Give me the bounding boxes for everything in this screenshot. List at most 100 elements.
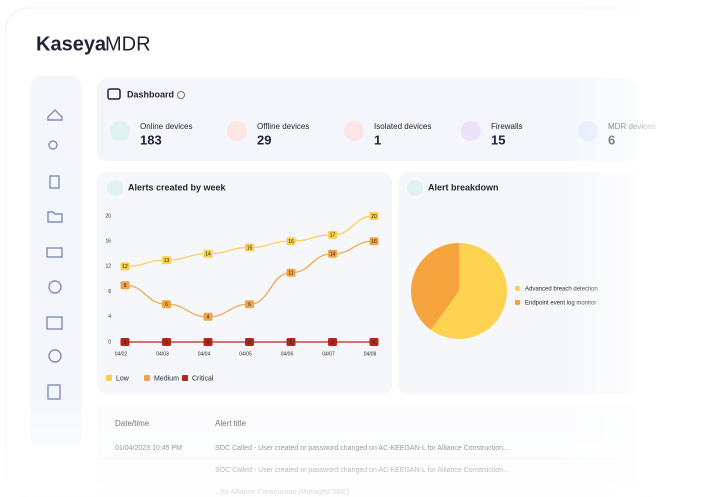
point-label: 0	[290, 340, 293, 346]
y-tick-label: 8	[108, 289, 111, 295]
point-label: 20	[371, 214, 377, 220]
point	[286, 237, 296, 246]
legend-label: Low	[116, 375, 130, 382]
point	[286, 268, 296, 277]
dashboard-title: Dashboard	[127, 89, 174, 99]
point-label: 0	[165, 340, 168, 346]
point	[120, 281, 130, 290]
point	[369, 237, 379, 246]
legend-swatch	[106, 375, 112, 381]
legend-swatch	[182, 375, 188, 381]
home-icon[interactable]	[47, 109, 63, 121]
point-label: 17	[330, 233, 336, 239]
point	[120, 338, 130, 346]
point	[203, 249, 213, 258]
point-label: 16	[371, 239, 377, 245]
y-tick-label: 20	[105, 213, 111, 219]
pie-slice	[411, 243, 459, 330]
point	[203, 312, 213, 321]
stat-icon	[227, 121, 247, 141]
stat-icon	[110, 121, 130, 141]
legend-label: Advanced breach detection	[525, 287, 598, 293]
point	[245, 338, 254, 346]
card-icon	[407, 180, 423, 196]
clock-icon[interactable]	[48, 280, 62, 294]
legend-swatch	[515, 286, 520, 291]
point-label: 11	[288, 271, 293, 277]
stat-value: 183	[140, 132, 162, 147]
point	[120, 262, 130, 271]
building-icon[interactable]	[47, 384, 61, 400]
column-header: Alert title	[215, 419, 247, 428]
stats-card	[97, 78, 637, 161]
point-label: 4	[207, 315, 210, 321]
stat-label: Offline devices	[257, 122, 309, 131]
legend-label: Medium	[154, 375, 179, 382]
x-tick-label: 04/05	[239, 351, 252, 357]
point-label: 0	[248, 340, 251, 346]
table-cell: ...for Alliance Construction (Managed SO…	[215, 489, 349, 496]
y-tick-label: 12	[105, 264, 111, 270]
x-tick-label: 04/02	[115, 351, 128, 357]
point	[245, 300, 254, 309]
x-tick-label: 04/06	[281, 351, 294, 357]
point	[245, 243, 254, 252]
logo-light: MDR	[105, 33, 151, 55]
chart-icon[interactable]	[48, 349, 62, 363]
legend-label: Endpoint event log monitor	[525, 301, 596, 307]
point-label: 6	[248, 302, 251, 308]
point	[286, 338, 296, 346]
point	[328, 230, 337, 239]
point-label: 0	[331, 340, 334, 346]
folder-icon[interactable]	[47, 211, 63, 223]
x-tick-label: 04/03	[156, 351, 169, 357]
y-tick-label: 16	[105, 239, 111, 245]
sidebar-icons	[46, 109, 63, 400]
stat-icon	[461, 121, 481, 141]
point-label: 0	[124, 340, 127, 346]
point-label: 0	[207, 340, 210, 346]
sidebar	[30, 76, 82, 446]
legend-swatch	[144, 375, 150, 381]
point	[369, 338, 379, 346]
table-cell: SOC Called - User created or password ch…	[215, 445, 509, 452]
table-cell: 01/04/2023 10:45 PM	[115, 445, 182, 452]
card-icon	[107, 180, 123, 196]
stat-icon	[578, 121, 598, 141]
point-label: 16	[288, 239, 294, 245]
stat-label: Isolated devices	[374, 122, 431, 131]
device-icon[interactable]	[46, 247, 63, 258]
logo-bold: Kaseya	[36, 33, 107, 55]
point	[162, 300, 171, 309]
stat-label: Firewalls	[491, 122, 523, 131]
x-tick-label: 04/07	[322, 351, 335, 357]
line-title: Alerts created by week	[128, 182, 227, 192]
point	[203, 338, 213, 346]
point	[162, 256, 171, 265]
stat-value: 15	[491, 132, 505, 147]
point-label: 6	[165, 302, 168, 308]
users-icon[interactable]	[48, 140, 58, 150]
x-tick-label: 04/04	[198, 351, 211, 357]
doc-icon[interactable]	[49, 175, 60, 189]
stat-label: Online devices	[140, 122, 192, 131]
table-cell: SOC Called - User created or password ch…	[215, 467, 509, 474]
stat-value: 6	[608, 132, 615, 147]
box-icon[interactable]	[46, 316, 63, 330]
legend-label: Critical	[192, 375, 214, 382]
stat-value: 29	[257, 132, 271, 147]
pie-title: Alert breakdown	[428, 182, 499, 192]
stat-value: 1	[374, 132, 381, 147]
point-label: 12	[122, 264, 128, 270]
point-label: 14	[330, 252, 336, 258]
x-tick-label: 04/08	[364, 351, 377, 357]
point	[162, 338, 171, 346]
point	[369, 212, 379, 220]
stat-icon	[344, 121, 364, 141]
point	[328, 338, 337, 346]
point	[328, 249, 337, 258]
info-icon[interactable]	[177, 91, 185, 99]
point-label: 15	[247, 245, 253, 251]
